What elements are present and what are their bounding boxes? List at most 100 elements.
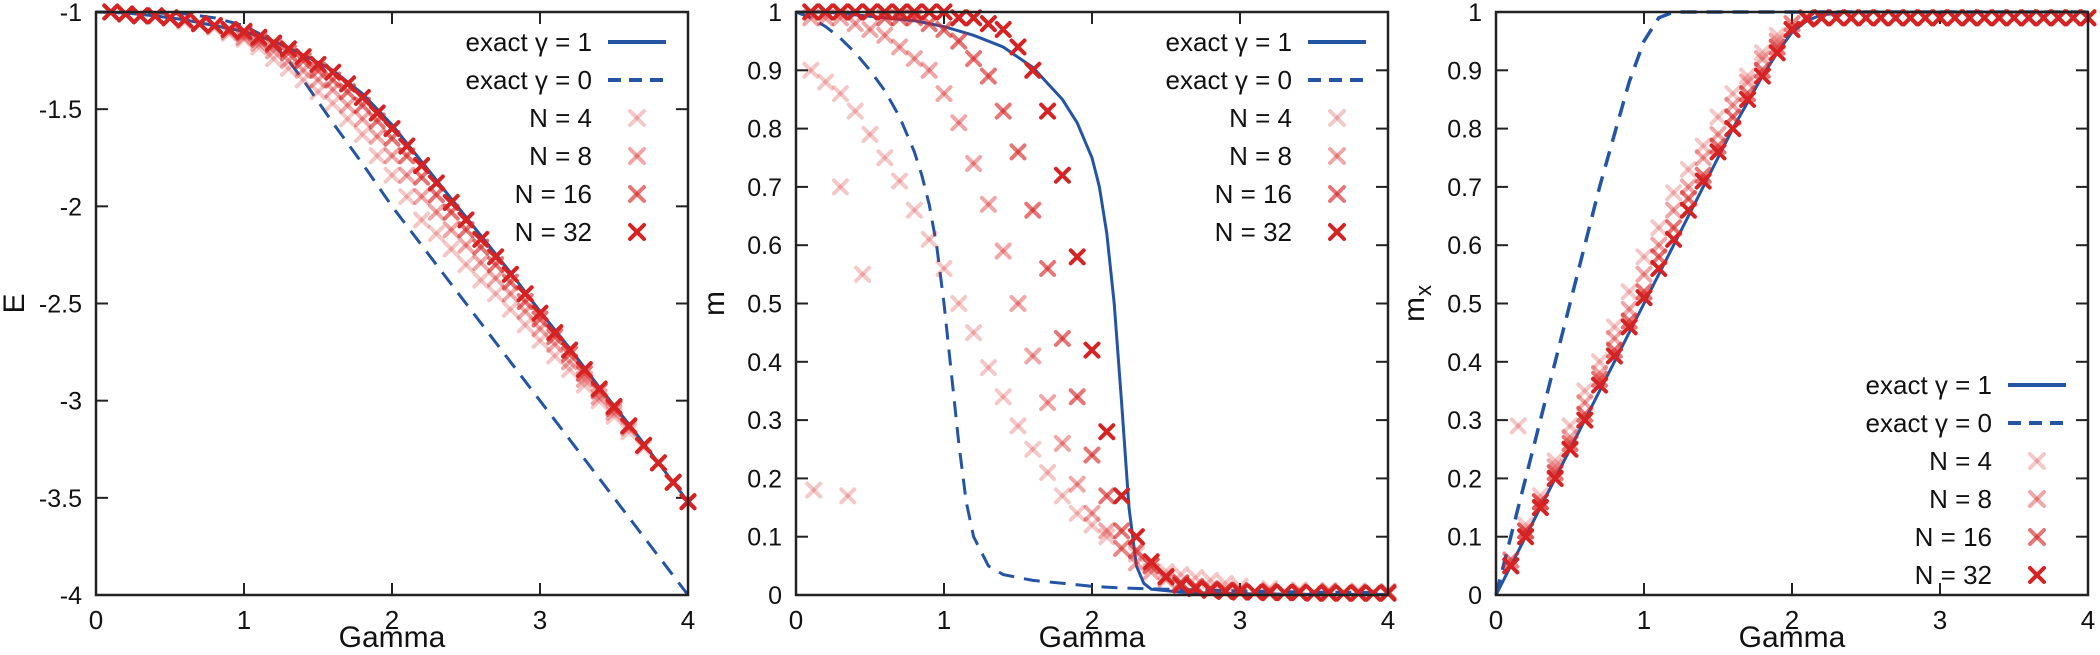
legend-label: N = 32	[1215, 217, 1292, 247]
x-tick-label: 3	[1933, 605, 1947, 635]
axes-ticks: 0 1 2 3 4 0 0.1 0.2 0.3 0.4 0.5 0.6 0.7 0.8 0.9 1	[1447, 0, 2095, 635]
legend-label: N = 16	[515, 179, 592, 209]
x-tick-label: 3	[1233, 605, 1247, 635]
y-tick-label: -2.5	[39, 291, 82, 319]
legend-sample-marker	[1328, 109, 1346, 127]
x-tick-label: 4	[1381, 605, 1395, 635]
x-axis-label: Gamma	[339, 621, 446, 654]
y-tick-label: 0.9	[1447, 57, 1482, 85]
legend-label: N = 16	[1215, 179, 1292, 209]
legend-label: N = 4	[1229, 103, 1292, 133]
y-axis-label: m	[700, 291, 731, 316]
x-tick-label: 0	[1489, 605, 1503, 635]
series-markers-N = 32	[1502, 9, 2097, 575]
legend-label: N = 4	[529, 103, 592, 133]
y-tick-label: 0.2	[1447, 465, 1482, 493]
axes-ticks: 0 1 2 3 4 0 0.1 0.2 0.3 0.4 0.5 0.6 0.7 0.8 0.9 1	[747, 0, 1395, 635]
legend-sample-marker	[628, 147, 646, 165]
y-tick-label: 0.6	[747, 232, 782, 260]
series-markers-N = 32	[802, 3, 1397, 602]
x-tick-label: 2	[1085, 605, 1099, 635]
legend-label: exact γ = 0	[1166, 65, 1292, 95]
y-tick-label: 0.7	[747, 174, 782, 202]
series-line-exact γ = 0	[795, 10, 1389, 595]
x-axis-label: Gamma	[1739, 621, 1846, 654]
chart-panel-transverse-magnetization: 0 1 2 3 4 0 0.1 0.2 0.3 0.4 0.5 0.6 0.7 0.8 0.9 1 Gamma m…	[1398, 0, 2100, 655]
legend-sample-marker	[1328, 147, 1346, 165]
series-markers-N = 8	[802, 9, 1397, 601]
y-tick-label: 1	[768, 0, 782, 27]
x-tick-label: 1	[237, 605, 251, 635]
chart-mx: 0 1 2 3 4 0 0.1 0.2 0.3 0.4 0.5 0.6 0.7 0.8 0.9 1 Gamma m…	[1398, 0, 2097, 654]
series-markers-N = 4	[1502, 9, 2097, 569]
series-markers-N = 16	[102, 3, 697, 511]
y-tick-label: -1.5	[39, 96, 82, 124]
legend-label: exact γ = 1	[466, 27, 592, 57]
axes-ticks: 0 1 2 3 4 -4 -3.5 -3 -2.5 -2 -1.5 -1	[39, 0, 695, 635]
legend-label: N = 8	[529, 141, 592, 171]
y-tick-label: -1	[60, 0, 82, 27]
series-markers-N = 16	[802, 3, 1397, 602]
y-tick-label: 1	[1468, 0, 1482, 27]
series-markers-N = 32	[102, 3, 697, 511]
series-line-exact γ = 0	[96, 10, 690, 596]
y-tick-label: 0.6	[1447, 232, 1482, 260]
legend-sample-marker	[1328, 223, 1346, 241]
legend-sample-marker	[2028, 528, 2046, 546]
legend-sample-marker	[2028, 452, 2046, 470]
legend-label: N = 16	[1915, 522, 1992, 552]
legend-label: exact γ = 1	[1866, 370, 1992, 400]
legend-sample-marker	[2028, 490, 2046, 508]
y-tick-label: -4	[60, 582, 82, 610]
y-tick-label: 0.1	[1447, 524, 1482, 552]
series-line-exact γ = 1	[1494, 10, 2088, 596]
legend-label: exact γ = 1	[1166, 27, 1292, 57]
series-markers-N = 8	[1502, 9, 2097, 569]
series-markers-N = 4	[802, 61, 1397, 601]
y-tick-label: -2	[60, 193, 82, 221]
legend-sample-marker	[2028, 566, 2046, 584]
x-tick-label: 2	[1785, 605, 1799, 635]
legend-label: exact γ = 0	[1866, 408, 1992, 438]
legend-sample-marker	[628, 223, 646, 241]
y-tick-label: 0.5	[1447, 291, 1482, 319]
legend-sample-marker	[1328, 185, 1346, 203]
plot-border	[794, 10, 1390, 597]
y-tick-label: 0.5	[747, 291, 782, 319]
x-tick-label: 4	[2081, 605, 2095, 635]
x-tick-label: 4	[681, 605, 695, 635]
y-axis-label: mx	[1400, 285, 1436, 322]
legend-label: N = 4	[1929, 446, 1992, 476]
y-tick-label: 0.9	[747, 57, 782, 85]
series-line-exact γ = 0	[1494, 10, 2088, 596]
series-markers-N = 16	[1502, 9, 2097, 575]
plot-border	[1494, 10, 2090, 597]
series-line-exact γ = 1	[796, 10, 1388, 596]
y-tick-label: 0.1	[747, 524, 782, 552]
legend-label: exact γ = 0	[466, 65, 592, 95]
x-tick-label: 0	[789, 605, 803, 635]
y-tick-label: 0.4	[1447, 349, 1482, 377]
y-tick-label: 0.3	[747, 407, 782, 435]
y-tick-label: 0.8	[1447, 116, 1482, 144]
x-axis-label: Gamma	[1039, 621, 1146, 654]
chart-panel-magnetization: 0 1 2 3 4 0 0.1 0.2 0.3 0.4 0.5 0.6 0.7 0.8 0.9 1 Gamma m…	[698, 0, 1400, 655]
plot-border	[94, 10, 690, 597]
x-tick-label: 1	[1637, 605, 1651, 635]
x-tick-label: 0	[89, 605, 103, 635]
y-tick-label: 0.2	[747, 465, 782, 493]
legend-label: N = 8	[1929, 484, 1992, 514]
y-tick-label: 0.3	[1447, 407, 1482, 435]
y-tick-label: 0.4	[747, 349, 782, 377]
legend-label: N = 32	[1915, 560, 1992, 590]
y-tick-label: -3	[60, 388, 82, 416]
legend-label: N = 8	[1229, 141, 1292, 171]
legend-label: N = 32	[515, 217, 592, 247]
x-tick-label: 1	[937, 605, 951, 635]
legend-sample-marker	[628, 109, 646, 127]
series-markers-N = 8	[102, 3, 697, 511]
y-tick-label: 0	[768, 582, 782, 610]
